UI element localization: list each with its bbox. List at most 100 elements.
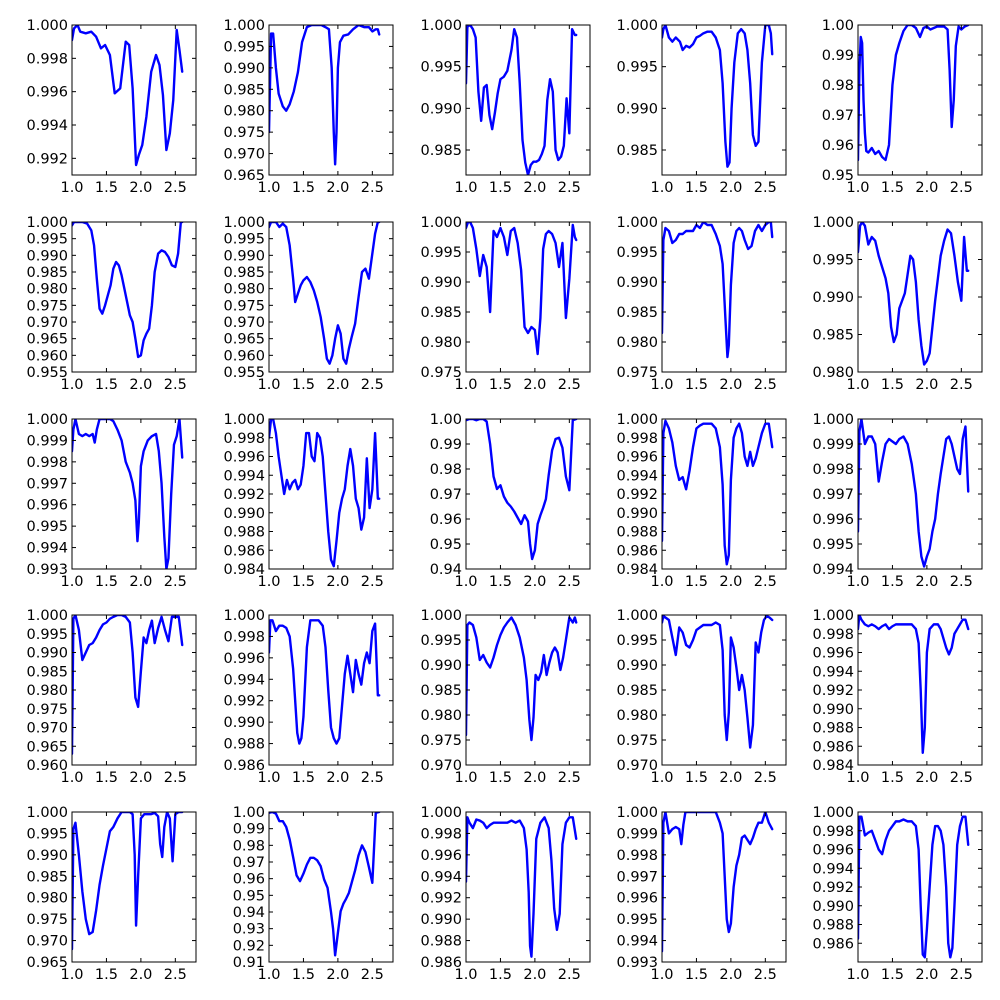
x-tick-label: 1.0 — [60, 574, 83, 590]
x-tick-label: 2.5 — [361, 574, 384, 590]
x-tick-label: 1.0 — [846, 180, 869, 196]
y-tick-label: 0.996 — [223, 450, 265, 466]
y-tick-label: 0.990 — [26, 848, 68, 864]
axes-frame — [71, 221, 197, 373]
subplot-21: 1.0 1.5 2.0 2.5 0.965 0.970 0.975 0.980 0.985 0.9… — [26, 805, 197, 983]
series-line — [72, 222, 184, 359]
x-tick-label: 2.5 — [558, 967, 581, 983]
y-tick-label: 1.00 — [822, 18, 854, 34]
x-tick-label: 1.5 — [292, 574, 315, 590]
x-tick-label: 2.0 — [523, 967, 546, 983]
y-tick-label: 0.998 — [616, 848, 658, 864]
y-tick-label: 0.975 — [420, 733, 462, 749]
y-tick-label: 0.998 — [26, 51, 68, 67]
x-tick-label: 1.5 — [685, 770, 708, 786]
y-tick-label: 0.996 — [812, 843, 854, 859]
x-tick-label: 1.0 — [454, 967, 477, 983]
y-tick-label: 0.965 — [223, 168, 265, 184]
y-tick-label: 0.996 — [616, 891, 658, 907]
x-tick-label: 1.5 — [881, 180, 904, 196]
y-tick-label: 0.990 — [420, 658, 462, 674]
subplot-1: 1.0 1.5 2.0 2.5 0.992 0.994 0.996 0.998 1.000 — [26, 18, 197, 196]
x-tick-label: 2.0 — [129, 377, 152, 393]
series-line — [858, 222, 970, 366]
y-tick-label: 0.995 — [26, 232, 68, 248]
y-tick-label: 0.98 — [822, 78, 854, 94]
x-tick-label: 1.5 — [489, 574, 512, 590]
y-tick-label: 0.999 — [26, 433, 68, 449]
y-tick-label: 0.955 — [223, 365, 265, 381]
axes-frame — [71, 24, 197, 176]
subplot-9: 1.0 1.5 2.0 2.5 0.975 0.980 0.985 0.990 0.995 1.0… — [616, 215, 787, 393]
y-tick-label: 0.994 — [616, 468, 658, 484]
y-tick-label: 0.995 — [616, 633, 658, 649]
x-tick-label: 1.0 — [60, 967, 83, 983]
y-tick-label: 0.996 — [26, 85, 68, 101]
x-tick-label: 1.0 — [60, 377, 83, 393]
x-tick-label: 2.0 — [915, 967, 938, 983]
y-tick-label: 0.995 — [616, 245, 658, 261]
y-tick-label: 0.960 — [26, 758, 68, 774]
x-tick-label: 1.0 — [60, 770, 83, 786]
series-line — [72, 419, 184, 569]
y-tick-label: 1.000 — [420, 215, 462, 231]
y-tick-label: 0.988 — [616, 525, 658, 541]
y-tick-label: 0.95 — [822, 168, 854, 184]
y-tick-label: 0.965 — [26, 332, 68, 348]
series-line — [269, 222, 381, 365]
y-tick-label: 0.988 — [812, 721, 854, 737]
x-tick-label: 2.5 — [950, 770, 973, 786]
x-tick-label: 2.0 — [915, 377, 938, 393]
axes-frame — [465, 221, 591, 373]
series-line — [662, 615, 774, 749]
subplot-6: 1.0 1.5 2.0 2.50.9550.9600.9650.9700.9750.9… — [26, 215, 197, 393]
y-tick-label: 0.995 — [812, 537, 854, 553]
x-tick-label: 1.0 — [846, 574, 869, 590]
y-tick-label: 1.000 — [616, 18, 658, 34]
subplot-3: 1.0 1.5 2.0 2.5 0.985 0.990 0.995 1.000 — [420, 18, 591, 196]
y-tick-label: 0.984 — [616, 562, 658, 578]
subplot-16: 1.0 1.5 2.0 2.5 0.960 0.965 0.970 0.975 0.980 0.9… — [26, 608, 197, 786]
y-tick-label: 0.990 — [616, 506, 658, 522]
y-tick-label: 0.990 — [223, 61, 265, 77]
y-tick-label: 0.997 — [26, 476, 68, 492]
series-line — [466, 816, 578, 958]
y-tick-label: 0.97 — [822, 108, 854, 124]
x-tick-label: 2.5 — [950, 377, 973, 393]
x-tick-label: 2.5 — [558, 770, 581, 786]
y-tick-label: 0.970 — [223, 147, 265, 163]
y-tick-label: 0.970 — [26, 315, 68, 331]
x-tick-label: 2.0 — [129, 967, 152, 983]
x-tick-label: 2.0 — [326, 967, 349, 983]
axes-frame — [465, 24, 591, 176]
series-line — [858, 815, 970, 959]
axes-frame — [71, 811, 197, 963]
y-tick-label: 0.965 — [26, 739, 68, 755]
x-tick-label: 1.0 — [846, 770, 869, 786]
x-tick-label: 1.0 — [650, 377, 673, 393]
y-tick-label: 0.95 — [430, 537, 462, 553]
y-tick-label: 0.975 — [26, 912, 68, 928]
y-tick-label: 0.992 — [420, 891, 462, 907]
x-tick-label: 1.5 — [685, 180, 708, 196]
y-tick-label: 0.975 — [420, 365, 462, 381]
y-tick-label: 1.000 — [616, 412, 658, 428]
y-tick-label: 0.992 — [812, 683, 854, 699]
y-tick-label: 0.980 — [26, 683, 68, 699]
series-line — [466, 222, 578, 356]
y-tick-label: 1.000 — [812, 608, 854, 624]
y-tick-label: 0.998 — [812, 627, 854, 643]
y-tick-label: 0.990 — [26, 646, 68, 662]
y-tick-label: 0.985 — [420, 683, 462, 699]
y-tick-label: 0.98 — [233, 838, 265, 854]
y-tick-label: 0.975 — [616, 365, 658, 381]
x-tick-label: 2.0 — [719, 770, 742, 786]
y-tick-label: 0.995 — [26, 826, 68, 842]
axes-frame — [268, 614, 394, 766]
y-tick-label: 0.998 — [223, 431, 265, 447]
axes-frame — [857, 24, 983, 176]
x-tick-label: 2.0 — [523, 770, 546, 786]
x-tick-label: 2.0 — [326, 770, 349, 786]
y-tick-label: 1.000 — [812, 805, 854, 821]
axes-frame — [661, 221, 787, 373]
